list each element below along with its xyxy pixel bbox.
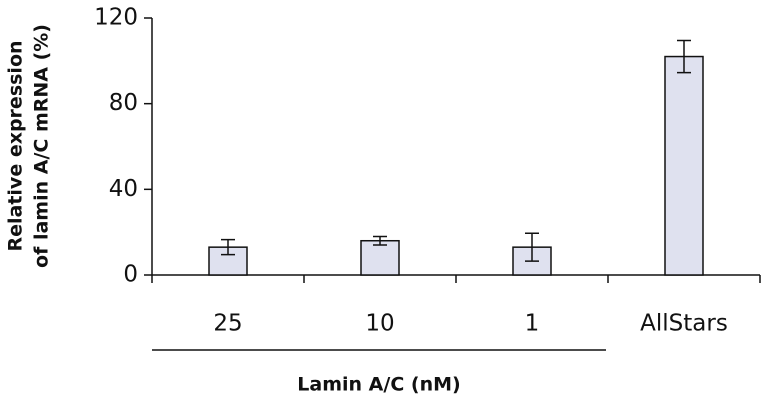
y-tick-label: 80 — [109, 90, 138, 116]
y-tick-label: 0 — [123, 262, 138, 288]
y-tick-label: 120 — [94, 5, 138, 31]
error-bar — [525, 232, 539, 262]
y-tick-label: 40 — [109, 176, 138, 202]
x-axis-label: Lamin A/C (nM) — [297, 374, 460, 396]
x-tick-label: 25 — [213, 311, 242, 337]
error-bar — [221, 238, 235, 256]
error-bar — [677, 39, 691, 74]
bar — [360, 239, 400, 276]
bar — [664, 55, 704, 276]
y-axis-label: of lamin A/C mRNA (%) — [31, 24, 53, 268]
x-tick-label: 1 — [525, 311, 540, 337]
error-bar — [373, 235, 387, 246]
x-tick-label: 10 — [365, 311, 394, 337]
x-tick-label: AllStars — [640, 311, 728, 337]
y-axis-label: Relative expression — [5, 40, 27, 251]
